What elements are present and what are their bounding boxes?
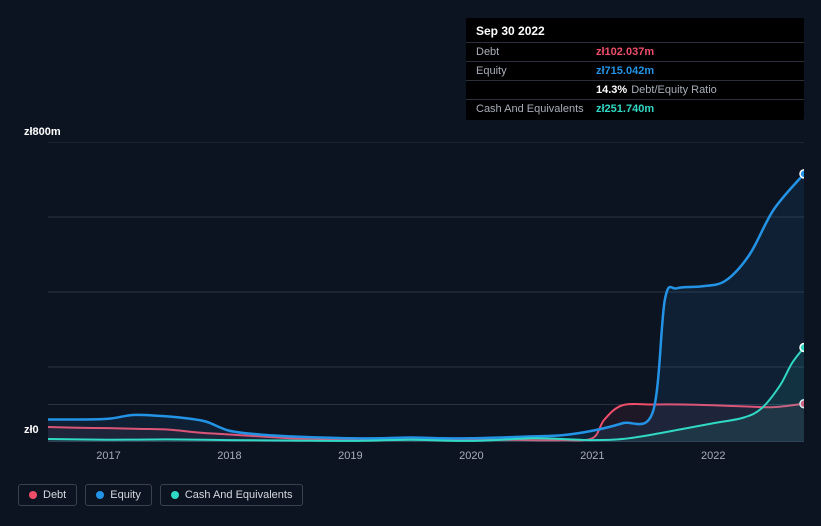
x-axis-tick: 2017 [96,450,120,462]
chart-container: Sep 30 2022 Debtzł102.037mEquityzł715.04… [0,0,821,526]
tooltip-row: Cash And Equivalentszł251.740m [466,99,804,118]
tooltip-date: Sep 30 2022 [466,24,804,42]
cash-end-marker [800,344,804,352]
y-axis-label: zł0 [24,424,39,436]
debt-color-icon [29,491,37,499]
equity-area [48,174,804,442]
tooltip-value: zł251.740m [596,103,654,115]
equity-end-marker [800,170,804,178]
legend-item-debt[interactable]: Debt [18,484,77,506]
tooltip-row: 14.3% Debt/Equity Ratio [466,80,804,99]
x-axis-tick: 2020 [459,450,483,462]
cash-color-icon [171,491,179,499]
x-axis-tick: 2021 [580,450,604,462]
tooltip-value: 14.3% [596,84,627,96]
legend-label: Equity [110,489,141,501]
tooltip-label: Equity [476,65,596,77]
legend-item-equity[interactable]: Equity [85,484,152,506]
tooltip-row: Equityzł715.042m [466,61,804,80]
x-axis-tick: 2022 [701,450,725,462]
tooltip-label: Cash And Equivalents [476,103,596,115]
legend-label: Debt [43,489,66,501]
chart-legend: Debt Equity Cash And Equivalents [18,484,303,506]
tooltip-label: Debt [476,46,596,58]
tooltip-label [476,84,596,96]
chart-plot-area [48,142,804,442]
x-axis-tick: 2018 [217,450,241,462]
chart-tooltip: Sep 30 2022 Debtzł102.037mEquityzł715.04… [466,18,804,120]
tooltip-extra: Debt/Equity Ratio [631,84,717,96]
y-axis-label: zł800m [24,126,61,138]
legend-item-cash[interactable]: Cash And Equivalents [160,484,304,506]
x-axis-tick: 2019 [338,450,362,462]
equity-color-icon [96,491,104,499]
legend-label: Cash And Equivalents [185,489,293,501]
tooltip-row: Debtzł102.037m [466,42,804,61]
tooltip-value: zł102.037m [596,46,654,58]
line-chart-svg [48,142,804,442]
tooltip-value: zł715.042m [596,65,654,77]
